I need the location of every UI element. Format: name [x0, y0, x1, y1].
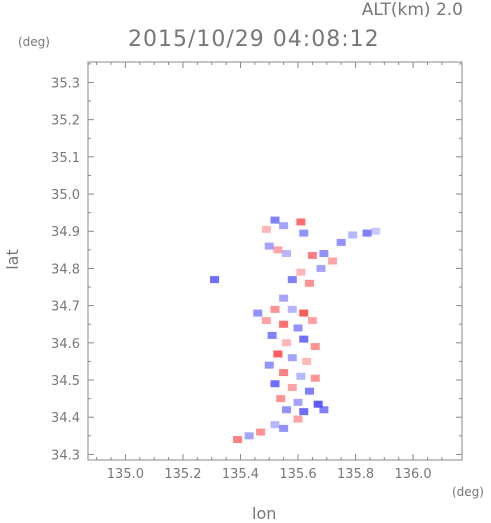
- y-tick-label: 34.4: [51, 411, 80, 426]
- y-axis-ticks: 34.3 34.4 34.5 34.6 34.7 34.8 34.9 35.0 35.1 35.2…: [51, 63, 462, 463]
- y-tick-label: 34.6: [51, 337, 80, 352]
- echo-cell: [296, 372, 306, 380]
- y-axis-title: lat: [2, 249, 22, 270]
- echo-cell: [299, 335, 309, 343]
- y-tick-label: 35.3: [51, 76, 80, 91]
- echo-cell: [276, 395, 286, 403]
- echo-cell: [310, 374, 320, 382]
- plot-frame: [87, 61, 463, 461]
- echo-cell: [302, 357, 312, 365]
- echo-cell: [336, 238, 346, 246]
- x-axis-title: lon: [252, 504, 277, 523]
- echo-cell: [270, 305, 280, 313]
- echo-cell: [293, 415, 303, 423]
- y-axis-unit: (deg): [18, 35, 50, 49]
- echo-cell: [282, 250, 292, 258]
- echo-cell: [305, 387, 315, 395]
- y-tick-label: 35.1: [51, 151, 80, 166]
- echo-cell: [299, 309, 309, 317]
- echo-cell: [267, 331, 277, 339]
- echo-cell: [256, 428, 266, 436]
- echo-cell: [296, 268, 306, 276]
- echo-cell: [287, 383, 297, 391]
- echo-cell: [273, 246, 283, 254]
- echo-cell: [310, 343, 320, 351]
- echo-cell: [319, 250, 329, 258]
- echo-cells: [210, 216, 381, 444]
- x-tick-label: 135.0: [107, 467, 144, 482]
- echo-cell: [210, 276, 220, 284]
- echo-cell: [279, 222, 289, 230]
- echo-cell: [299, 408, 309, 416]
- echo-cell: [287, 354, 297, 362]
- echo-cell: [261, 317, 271, 325]
- x-tick-label: 135.4: [222, 467, 259, 482]
- echo-cell: [287, 305, 297, 313]
- echo-cell: [293, 324, 303, 332]
- x-tick-label: 135.2: [164, 467, 201, 482]
- echo-cell: [282, 406, 292, 414]
- echo-cell: [362, 229, 372, 237]
- x-axis-ticks: 135.0 135.2 135.4 135.6 135.8 136.0: [96, 62, 443, 482]
- echo-cell: [264, 242, 274, 250]
- echo-cell: [371, 227, 381, 235]
- y-tick-label: 34.3: [51, 448, 80, 463]
- echo-cell: [279, 294, 289, 302]
- echo-cell: [279, 369, 289, 377]
- echo-cell: [307, 317, 317, 325]
- altitude-label: ALT(km) 2.0: [361, 0, 463, 20]
- y-tick-label: 35.0: [51, 188, 80, 203]
- echo-cell: [296, 218, 306, 226]
- echo-cell: [279, 320, 289, 328]
- echo-cell: [293, 398, 303, 406]
- y-tick-label: 34.8: [51, 262, 80, 277]
- echo-cell: [287, 276, 297, 284]
- y-tick-label: 34.7: [51, 300, 80, 315]
- echo-cell: [264, 361, 274, 369]
- echo-cell: [305, 279, 315, 287]
- echo-cell: [348, 231, 358, 239]
- echo-cell: [319, 406, 329, 414]
- echo-cell: [244, 432, 254, 440]
- echo-cell: [270, 216, 280, 224]
- x-tick-label: 135.8: [337, 467, 374, 482]
- x-tick-label: 135.6: [279, 467, 316, 482]
- echo-cell: [328, 257, 338, 265]
- echo-cell: [313, 400, 323, 408]
- echo-cell: [270, 421, 280, 429]
- x-tick-label: 136.0: [394, 467, 431, 482]
- x-axis-unit: (deg): [452, 485, 484, 499]
- y-tick-label: 35.2: [51, 114, 80, 129]
- echo-cell: [316, 264, 326, 272]
- echo-cell: [253, 309, 263, 317]
- echo-cell: [279, 424, 289, 432]
- echo-cell: [270, 380, 280, 388]
- y-tick-label: 34.9: [51, 225, 80, 240]
- echo-cell: [233, 436, 243, 444]
- echo-cell: [273, 350, 283, 358]
- echo-cell: [282, 339, 292, 347]
- y-tick-label: 34.5: [51, 374, 80, 389]
- timestamp-title: 2015/10/29 04:08:12: [128, 27, 380, 52]
- echo-cell: [261, 225, 271, 233]
- echo-cell: [299, 229, 309, 237]
- echo-cell: [307, 251, 317, 259]
